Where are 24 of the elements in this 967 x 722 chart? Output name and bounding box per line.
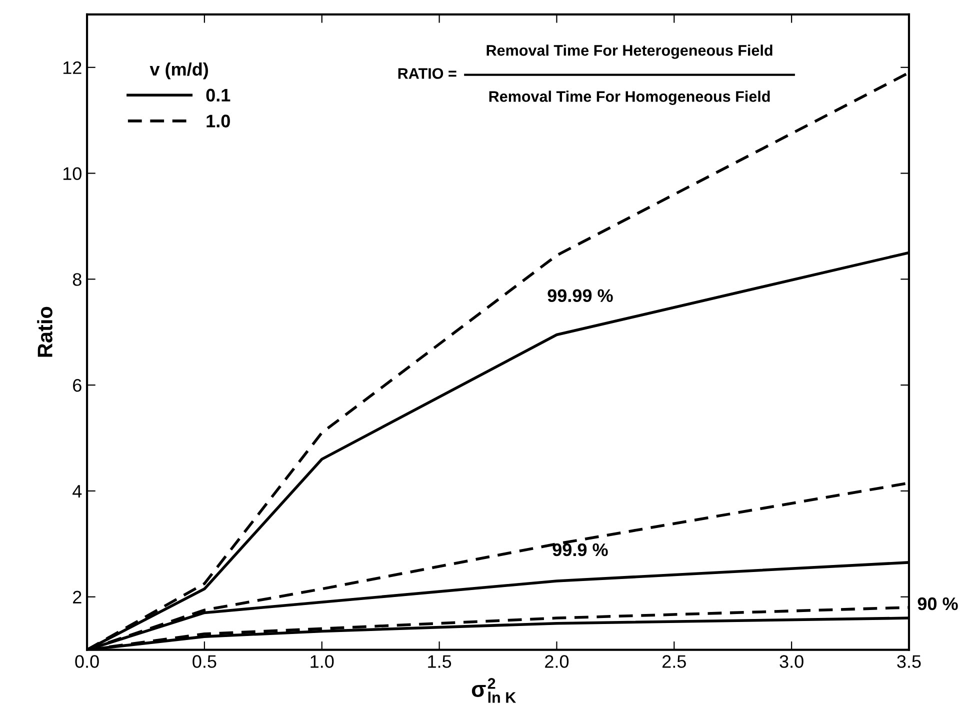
x-tick-label: 3.5	[897, 655, 921, 668]
y-tick-label: 10	[63, 167, 82, 180]
y-axis-title: Ratio	[37, 306, 52, 357]
annotation: RATIO =	[398, 68, 456, 79]
annotation: Removal Time For Homogeneous Field	[489, 90, 770, 105]
x-tick-label: 3.0	[780, 655, 804, 668]
y-tick-label: 6	[73, 379, 82, 392]
y-tick-label: 8	[72, 273, 82, 286]
x-tick-label: 0.0	[75, 655, 99, 668]
legend-label: 0.1	[206, 88, 230, 102]
x-tick-label: 2.5	[662, 655, 686, 668]
annotation: Removal Time For Heterogeneous Field	[486, 44, 772, 59]
y-tick-label: 2	[73, 590, 82, 604]
x-tick-label: 1.5	[428, 655, 452, 668]
legend-title: v (m/d)	[150, 62, 208, 80]
x-tick-label: 2.0	[545, 655, 569, 668]
x-tick-label: 0.5	[192, 655, 216, 668]
legend-label: 1.0	[206, 114, 230, 128]
annotation: 99.99 %	[548, 289, 613, 302]
x-tick-label: 1.0	[310, 655, 334, 668]
annotation: 99.9 %	[552, 543, 608, 556]
y-tick-label: 12	[63, 61, 82, 74]
y-tick-label: 4	[72, 485, 82, 498]
text: 90 %	[918, 597, 958, 610]
